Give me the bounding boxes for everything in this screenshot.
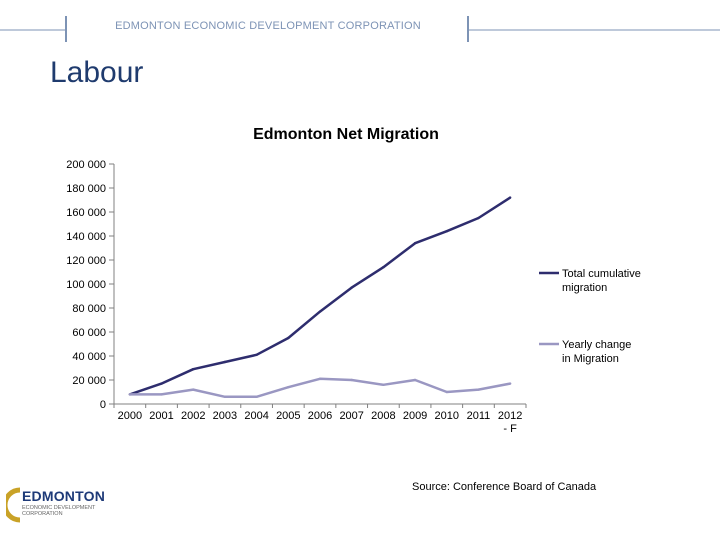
x-tick-label: 2002 <box>181 410 205 422</box>
edmonton-logo: EDMONTON ECONOMIC DEVELOPMENT CORPORATIO… <box>6 484 126 528</box>
x-tick-label: 2005 <box>276 410 300 422</box>
data-point <box>287 336 290 340</box>
logo-mark-icon <box>6 487 21 523</box>
y-tick-label: 120 000 <box>66 255 106 267</box>
y-tick-label: 160 000 <box>66 207 106 219</box>
data-point <box>445 390 448 394</box>
y-tick-label: 40 000 <box>72 351 106 363</box>
series-line-yearly <box>129 377 511 399</box>
data-point <box>255 395 258 398</box>
legend-label: Total cumulative migration <box>562 268 641 294</box>
series-line-total <box>129 196 511 396</box>
net-migration-chart: Edmonton Net Migration 0 20 000 40 000 60 0… <box>66 126 641 435</box>
y-tick-label: 80 000 <box>72 303 106 315</box>
x-tick-label: 2000 <box>118 410 142 422</box>
x-tick-label: 2010 <box>435 410 459 422</box>
x-tick-label: 2007 <box>339 410 363 422</box>
organization-name: EDMONTON ECONOMIC DEVELOPMENT CORPORATIO… <box>115 20 421 32</box>
data-point <box>255 353 258 356</box>
header-rule <box>0 16 720 42</box>
data-point <box>223 360 227 364</box>
logo-subtitle: ECONOMIC DEVELOPMENT CORPORATION <box>22 505 96 517</box>
data-point <box>223 395 227 398</box>
data-point <box>287 386 290 389</box>
data-point <box>413 378 417 382</box>
y-tick-label: 180 000 <box>66 183 106 195</box>
data-point <box>445 230 448 233</box>
x-tick-label: 2011 <box>467 410 491 422</box>
x-tick-label: 2008 <box>371 410 395 422</box>
data-point <box>413 242 417 245</box>
y-tick-label: 140 000 <box>66 231 106 243</box>
data-point <box>382 383 385 386</box>
data-point <box>350 286 353 289</box>
x-tick-label: 2004 <box>244 410 268 422</box>
x-tick-label: 2009 <box>403 410 427 422</box>
y-tick-label: 200 000 <box>66 159 106 171</box>
x-tick-label: 2006 <box>308 410 332 422</box>
x-tick-label: 2001 <box>149 410 173 422</box>
data-point <box>350 378 353 382</box>
data-point <box>160 393 163 396</box>
logo-word: EDMONTON <box>22 488 106 504</box>
data-point <box>318 310 322 313</box>
data-point <box>508 196 512 199</box>
slide-title: Labour <box>50 56 144 89</box>
data-point <box>318 377 322 380</box>
x-tick-label: 2012- F <box>498 410 522 435</box>
data-point <box>128 393 132 396</box>
data-point <box>382 266 385 269</box>
source-note: Source: Conference Board of Canada <box>412 481 597 493</box>
data-point <box>508 382 512 385</box>
data-point <box>192 388 195 391</box>
data-point <box>477 388 480 391</box>
data-point <box>477 216 480 220</box>
y-tick-label: 0 <box>100 399 106 411</box>
chart-title: Edmonton Net Migration <box>253 126 439 143</box>
y-tick-label: 60 000 <box>72 327 106 339</box>
y-tick-label: 100 000 <box>66 279 106 291</box>
y-tick-label: 20 000 <box>72 375 106 387</box>
legend-label: Yearly change in Migration <box>562 339 631 365</box>
x-tick-label: 2003 <box>213 410 237 422</box>
data-point <box>192 368 195 371</box>
data-point <box>160 382 163 385</box>
